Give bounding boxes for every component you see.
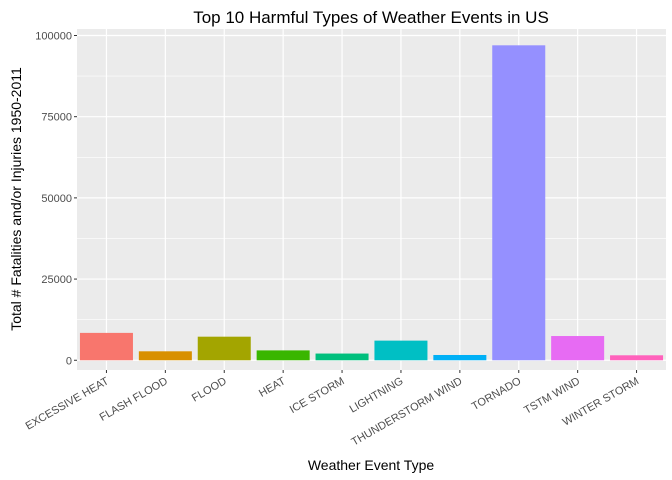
y-tick-label: 25000 — [41, 274, 72, 286]
bar-lightning — [374, 340, 428, 361]
bars — [79, 45, 664, 361]
x-axis-title: Weather Event Type — [308, 457, 435, 473]
y-tick-label: 100000 — [35, 30, 72, 42]
x-tick-label: THUNDERSTORM WIND — [350, 375, 465, 448]
y-tick-label: 0 — [66, 355, 72, 367]
x-tick-label: EXCESSIVE HEAT — [24, 375, 112, 433]
bar-tstm-wind — [551, 336, 605, 361]
bar-heat — [256, 350, 310, 361]
y-tick-label: 75000 — [41, 112, 72, 124]
bar-flash-flood — [138, 351, 192, 361]
x-tick-label: FLOOD — [190, 375, 229, 404]
major-gridlines — [77, 29, 666, 370]
plot-panel — [77, 29, 666, 370]
chart-title: Top 10 Harmful Types of Weather Events i… — [193, 8, 549, 27]
x-tick-label: ICE STORM — [288, 375, 347, 416]
y-axis-title: Total # Fatalities and/or Injuries 1950-… — [8, 67, 24, 331]
bar-flood — [197, 336, 251, 361]
x-tick-label: HEAT — [257, 375, 288, 400]
y-axis-ticks: 0 25000 50000 75000 100000 — [35, 30, 77, 367]
minor-gridlines — [77, 75, 666, 320]
y-tick-label: 50000 — [41, 193, 72, 205]
bar-winter-storm — [610, 355, 664, 361]
bar-tornado — [492, 45, 546, 361]
bar-ice-storm — [315, 353, 369, 361]
x-tick-label: LIGHTNING — [348, 375, 406, 415]
bar-thunderstorm-wind — [433, 354, 487, 361]
bar-excessive-heat — [79, 332, 133, 361]
x-tick-label: TORNADO — [470, 375, 524, 413]
